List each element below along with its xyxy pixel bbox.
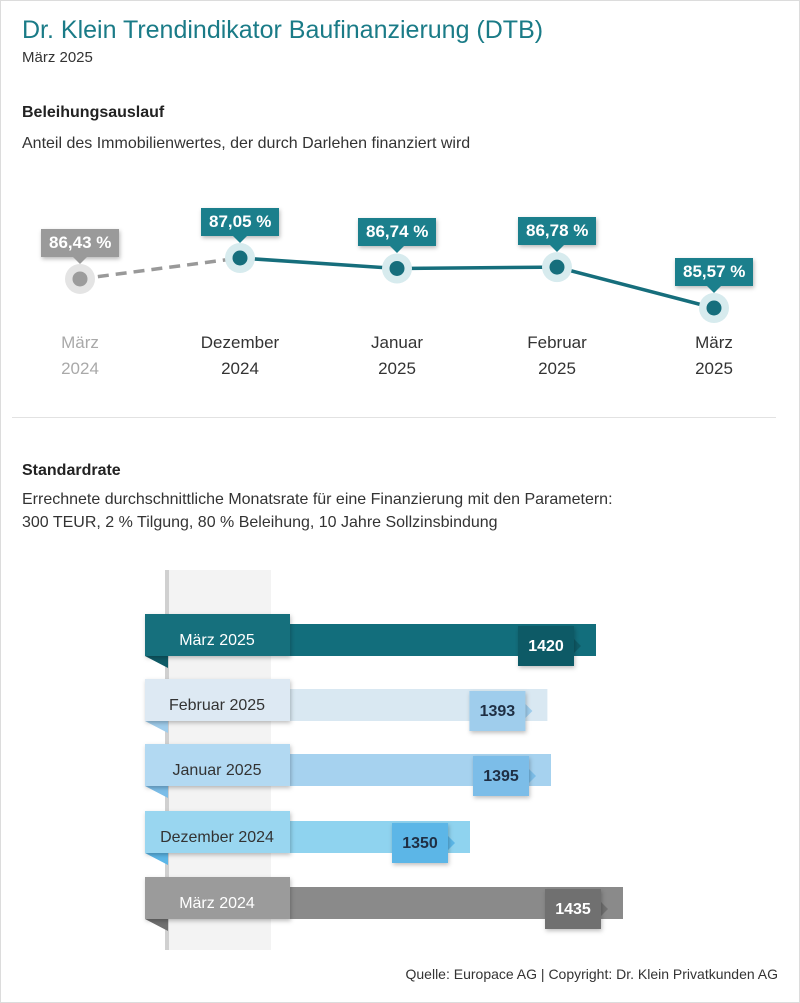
section-heading-rate: Standardrate — [22, 462, 121, 479]
ltv-x-label: Dezember 2024 — [180, 330, 300, 382]
rate-value-badge-arrow — [525, 704, 533, 718]
rate-category-label-box — [145, 679, 290, 721]
ltv-point — [389, 260, 405, 276]
rate-category-label-box — [145, 877, 290, 919]
section-divider — [12, 417, 776, 418]
section-heading-ltv: Beleihungsauslauf — [22, 104, 165, 121]
ltv-x-label: März 2024 — [20, 330, 140, 382]
ltv-x-label: Februar 2025 — [497, 330, 617, 382]
rate-ribbon-fold — [145, 919, 168, 931]
ltv-point — [549, 259, 565, 275]
rate-bar-chart: März 2025 1420 Februar 2025 1393 Januar 2025… — [145, 570, 623, 950]
rate-value-label: 1435 — [555, 901, 591, 918]
rate-category-label-box — [145, 744, 290, 786]
rate-value-badge — [392, 823, 448, 863]
ltv-line-svg — [65, 243, 729, 323]
ltv-value-label: 85,57 % — [675, 258, 754, 293]
rate-value-badge-arrow — [574, 639, 581, 653]
rate-value-badge — [469, 691, 526, 731]
ltv-value-label: 86,78 % — [518, 217, 597, 253]
ltv-point — [232, 250, 248, 266]
ltv-value-label: 86,74 % — [358, 218, 437, 254]
ltv-x-label-line: Februar — [527, 333, 587, 352]
rate-value-label: 1393 — [480, 703, 516, 720]
ltv-line-chart: 86,43 % März 2024 87,05 % Dezember 2024 86,74 … — [0, 0, 800, 420]
ltv-x-label-line: 2025 — [538, 359, 576, 378]
ltv-x-label-line: 2024 — [61, 359, 99, 378]
rate-value-badge — [545, 889, 601, 929]
ltv-series-line — [239, 256, 715, 310]
ltv-value-label: 86,43 % — [41, 228, 120, 264]
rate-value-badge-arrow — [448, 836, 455, 850]
rate-category-label: März 2025 — [179, 632, 255, 649]
rate-category-label-box — [145, 811, 290, 853]
section-description-rate-line2: 300 TEUR, 2 % Tilgung, 80 % Beleihung, 1… — [22, 514, 498, 531]
page-subtitle: März 2025 — [22, 49, 93, 66]
ltv-x-label-line: 2025 — [695, 359, 733, 378]
ltv-point — [706, 300, 722, 316]
rate-category-label: Februar 2025 — [169, 697, 265, 714]
rate-ribbon-fold — [145, 721, 168, 733]
ltv-x-label-line: März — [695, 333, 733, 352]
section-description-rate-line1: Errechnete durchschnittliche Monatsrate … — [22, 491, 613, 508]
ltv-x-label-line: März — [61, 333, 99, 352]
rate-ribbon-fold — [145, 853, 168, 865]
rate-value-label: 1395 — [483, 768, 519, 785]
ltv-x-label: Januar 2025 — [337, 330, 457, 382]
source-note: Quelle: Europace AG | Copyright: Dr. Kle… — [405, 966, 779, 982]
rate-category-label: März 2024 — [179, 895, 255, 912]
ltv-x-label-line: 2025 — [378, 359, 416, 378]
ltv-x-label: März 2025 — [654, 330, 774, 382]
rate-value-label: 1420 — [528, 638, 564, 655]
ltv-x-label-line: Januar — [371, 333, 423, 352]
ltv-value-label: 87,05 % — [201, 208, 280, 243]
rate-category-label: Januar 2025 — [173, 762, 262, 779]
ltv-reference-line — [79, 256, 241, 281]
rate-value-badge-arrow — [529, 769, 536, 783]
rate-value-badge — [518, 626, 574, 666]
rate-ribbon-fold — [145, 786, 168, 798]
rate-ribbon-fold — [145, 656, 168, 668]
ltv-point — [72, 271, 88, 287]
ltv-x-label-line: Dezember — [200, 333, 280, 352]
section-description-ltv: Anteil des Immobilienwertes, der durch D… — [22, 135, 471, 152]
rate-value-badge-arrow — [601, 902, 608, 916]
rate-value-label: 1350 — [402, 835, 438, 852]
page-title: Dr. Klein Trendindikator Baufinanzierung… — [22, 16, 544, 44]
rate-category-label: Dezember 2024 — [160, 829, 274, 846]
ltv-x-label-line: 2024 — [221, 359, 259, 378]
rate-value-badge — [473, 756, 529, 796]
rate-category-label-box — [145, 614, 290, 656]
